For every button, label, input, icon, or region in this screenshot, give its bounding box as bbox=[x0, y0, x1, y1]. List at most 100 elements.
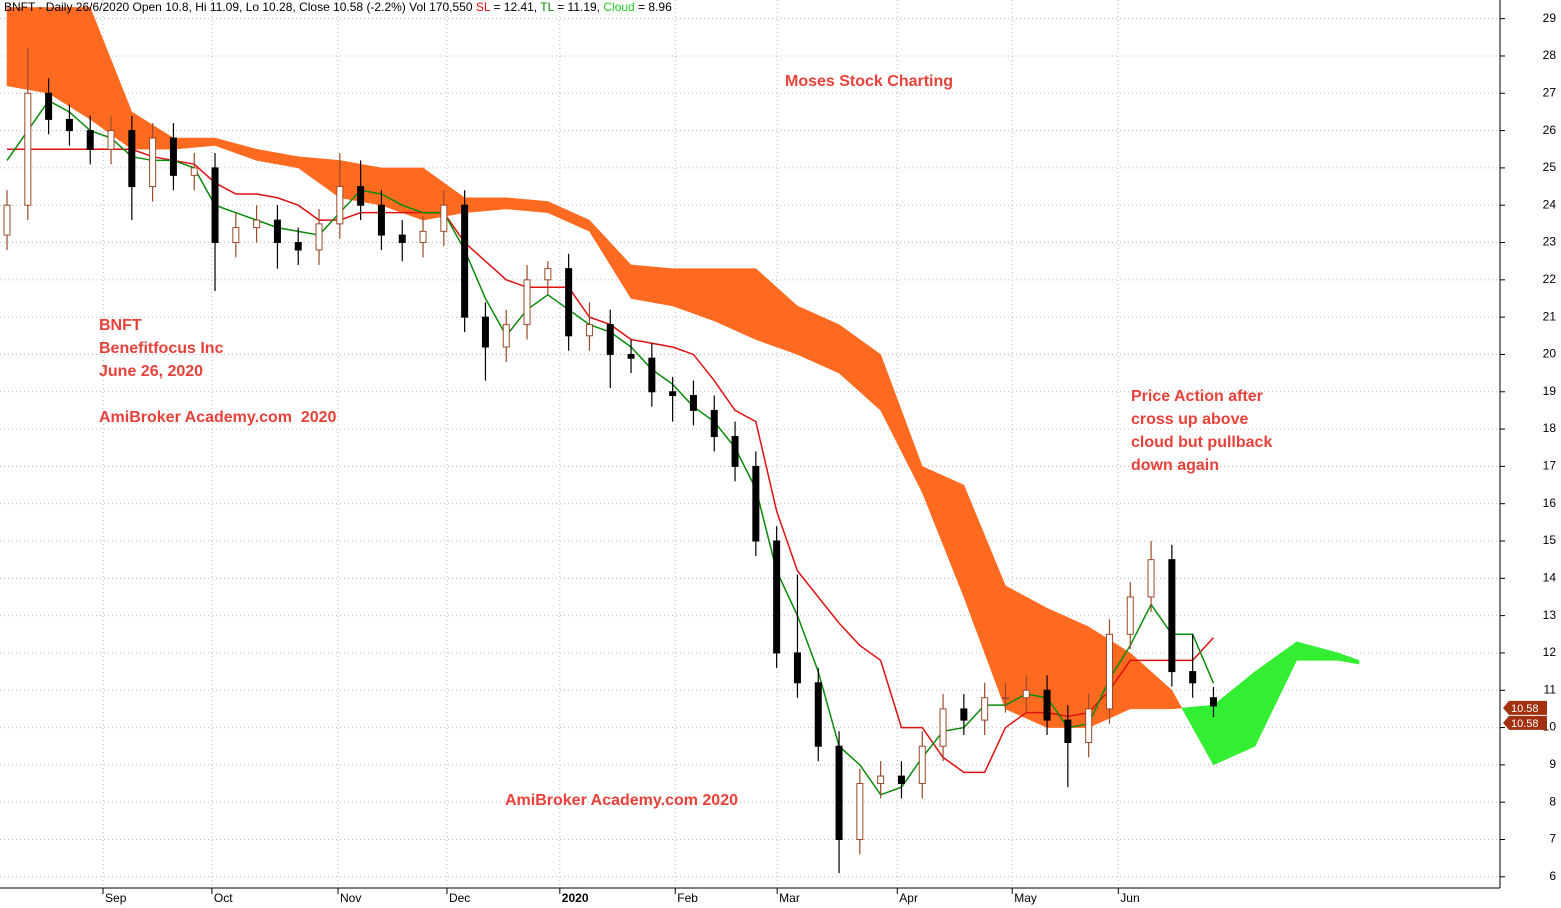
price-tag bbox=[1503, 700, 1547, 715]
header-info: BNFT - Daily 26/6/2020 Open 10.8, Hi 11.… bbox=[4, 0, 473, 14]
candle-body bbox=[1064, 719, 1072, 743]
cloud-segment bbox=[672, 268, 715, 322]
candle-body bbox=[45, 92, 53, 120]
header-tl-name: TL bbox=[540, 0, 554, 14]
candle-body bbox=[565, 268, 573, 337]
y-tick-label: 9 bbox=[1549, 757, 1556, 771]
y-tick-label: 27 bbox=[1543, 85, 1557, 99]
cloud-segment bbox=[838, 324, 881, 411]
cloud-segment bbox=[880, 354, 923, 493]
candle-body bbox=[398, 234, 406, 244]
y-tick-label: 14 bbox=[1543, 570, 1557, 584]
cloud-segment bbox=[256, 148, 299, 169]
cloud-segment bbox=[589, 219, 632, 300]
grid bbox=[0, 0, 1500, 888]
cloud-segment bbox=[963, 484, 1006, 709]
cloud bbox=[6, 7, 1360, 766]
cloud-segment bbox=[547, 201, 590, 232]
candle-body bbox=[502, 324, 510, 348]
candle-body bbox=[960, 708, 968, 721]
y-tick-label: 29 bbox=[1543, 11, 1557, 25]
header: BNFT - Daily 26/6/2020 Open 10.8, Hi 11.… bbox=[4, 0, 672, 14]
x-tick-label: 2020 bbox=[562, 891, 589, 905]
y-tick-label: 23 bbox=[1543, 235, 1557, 249]
y-tick-label: 25 bbox=[1543, 160, 1557, 174]
candle-body bbox=[128, 130, 136, 188]
y-tick-label: 7 bbox=[1549, 832, 1556, 846]
candle-body bbox=[814, 682, 822, 747]
cloud-segment bbox=[1130, 652, 1173, 710]
y-tick-label: 19 bbox=[1543, 384, 1557, 398]
candle-body bbox=[1105, 633, 1113, 710]
candle-body bbox=[149, 137, 157, 188]
candle-body bbox=[377, 204, 385, 236]
candle-body bbox=[1209, 697, 1217, 707]
candle-body bbox=[669, 391, 677, 396]
header-sl-value: = 12.41, bbox=[493, 0, 537, 14]
x-tick-label: Jun bbox=[1120, 891, 1139, 905]
annotation: Benefitfocus Inc bbox=[99, 340, 224, 357]
annotation: AmiBroker Academy.com 2020 bbox=[505, 792, 738, 809]
x-tick-label: May bbox=[1014, 891, 1037, 905]
candle-body bbox=[419, 230, 427, 244]
y-tick-label: 16 bbox=[1543, 496, 1557, 510]
y-tick-label: 20 bbox=[1543, 347, 1557, 361]
candle-body bbox=[1168, 559, 1176, 673]
cloud-segment bbox=[1171, 689, 1183, 710]
header-sl-name: SL bbox=[476, 0, 491, 14]
annotation: June 26, 2020 bbox=[99, 363, 203, 380]
cloud-segment bbox=[1181, 704, 1214, 766]
y-tick-label: 12 bbox=[1543, 645, 1557, 659]
candle-body bbox=[336, 186, 344, 225]
cloud-segment bbox=[630, 264, 673, 307]
candle-body bbox=[1085, 708, 1093, 743]
candle-body bbox=[648, 357, 656, 393]
header-tl-value: = 11.19, bbox=[557, 0, 600, 14]
candle-body bbox=[211, 167, 219, 244]
candle-body bbox=[544, 268, 552, 281]
candle-body bbox=[294, 242, 302, 251]
y-tick-label: 13 bbox=[1543, 608, 1557, 622]
header-cloud-name: Cloud bbox=[603, 0, 634, 14]
cloud-segment bbox=[48, 7, 91, 120]
cloud-segment bbox=[505, 197, 549, 213]
candle-body bbox=[918, 745, 926, 785]
candle-body bbox=[939, 708, 947, 747]
candle-body bbox=[1043, 689, 1051, 721]
annotation: cross up above bbox=[1131, 411, 1248, 428]
candle-body bbox=[689, 394, 697, 411]
cloud-segment bbox=[214, 137, 257, 161]
x-tick-label: Mar bbox=[779, 891, 800, 905]
candle-body bbox=[606, 324, 614, 355]
candle-body bbox=[793, 652, 801, 684]
y-tick-label: 22 bbox=[1543, 272, 1557, 286]
y-tick-label: 26 bbox=[1543, 123, 1557, 137]
candle-body bbox=[1189, 671, 1197, 684]
cloud-segment bbox=[1296, 641, 1339, 661]
candle-body bbox=[981, 697, 989, 721]
x-tick-label: Apr bbox=[899, 891, 918, 905]
candle-body bbox=[24, 92, 32, 206]
y-tick-label: 28 bbox=[1543, 48, 1557, 62]
cloud-segment bbox=[1254, 641, 1297, 747]
cloud-segment bbox=[755, 268, 798, 355]
candle-body bbox=[65, 118, 73, 132]
price-tag-label: 10.58 bbox=[1511, 718, 1539, 730]
candle-body bbox=[856, 783, 864, 840]
candle-body bbox=[585, 324, 593, 337]
annotation: BNFT bbox=[99, 317, 142, 334]
annotation: AmiBroker Academy.com 2020 bbox=[99, 409, 337, 426]
candle-body bbox=[232, 227, 240, 244]
y-tick-label: 15 bbox=[1543, 533, 1557, 547]
y-tick-label: 24 bbox=[1543, 197, 1557, 211]
candle-body bbox=[1001, 697, 1009, 700]
candle-body bbox=[481, 316, 489, 348]
annotation: Price Action after bbox=[1131, 388, 1263, 405]
x-tick-label: Feb bbox=[677, 891, 698, 905]
candle-body bbox=[107, 130, 115, 150]
candle-body bbox=[627, 353, 635, 359]
cloud-segment bbox=[464, 197, 507, 213]
candle-body bbox=[3, 204, 11, 236]
candle-body bbox=[440, 204, 448, 232]
